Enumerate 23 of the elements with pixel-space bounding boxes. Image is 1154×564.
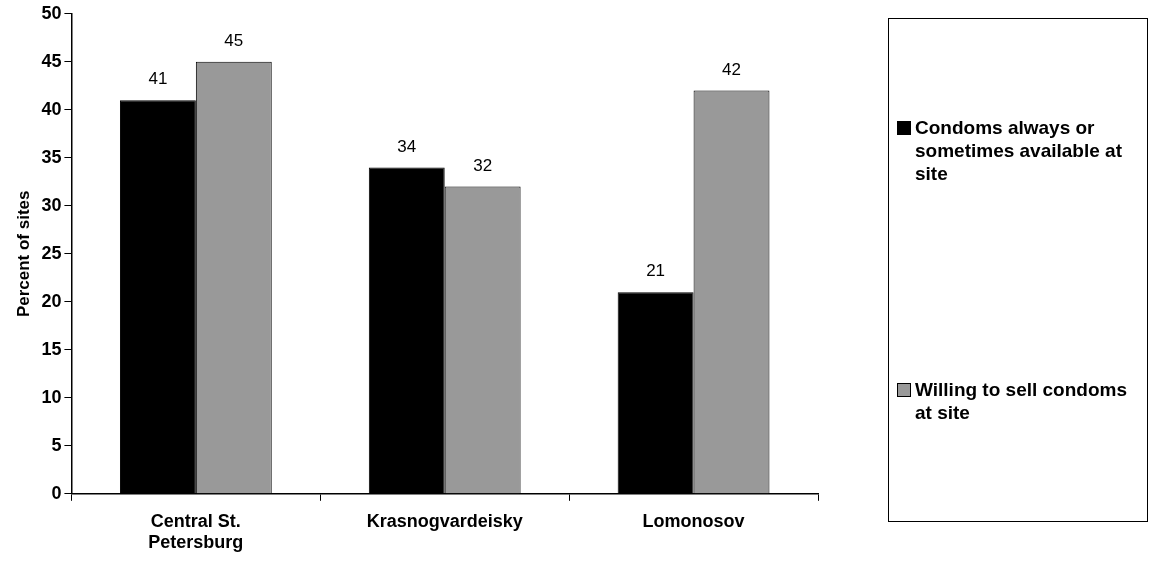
x-tick-label: Lomonosov (642, 510, 745, 531)
y-tick-label: 40 (41, 98, 62, 119)
data-label: 42 (722, 59, 741, 79)
y-tick-label: 0 (51, 482, 62, 503)
y-tick-label: 35 (41, 146, 62, 167)
data-label: 41 (148, 69, 168, 89)
data-label: 45 (224, 30, 244, 50)
y-tick-label: 10 (41, 386, 62, 407)
legend-label: Condoms always or sometimes available at site (915, 115, 1123, 185)
data-label: 21 (646, 261, 666, 281)
legend-label: Willing to sell condoms at site (915, 378, 1128, 425)
data-label: 32 (473, 155, 493, 175)
y-tick-label: 25 (41, 242, 62, 263)
y-axis-title: Percent of sites (13, 190, 33, 318)
y-tick-label: 5 (51, 434, 62, 455)
y-tick-label: 20 (41, 290, 62, 311)
y-tick-label: 50 (41, 2, 62, 23)
x-tick-label: Central St. Petersburg (148, 510, 244, 553)
y-tick-label: 15 (41, 338, 62, 359)
y-tick-label: 30 (41, 194, 62, 215)
x-tick-label: Krasnogvardeisky (366, 510, 523, 531)
data-label: 34 (397, 136, 417, 156)
y-tick-label: 45 (41, 50, 62, 71)
